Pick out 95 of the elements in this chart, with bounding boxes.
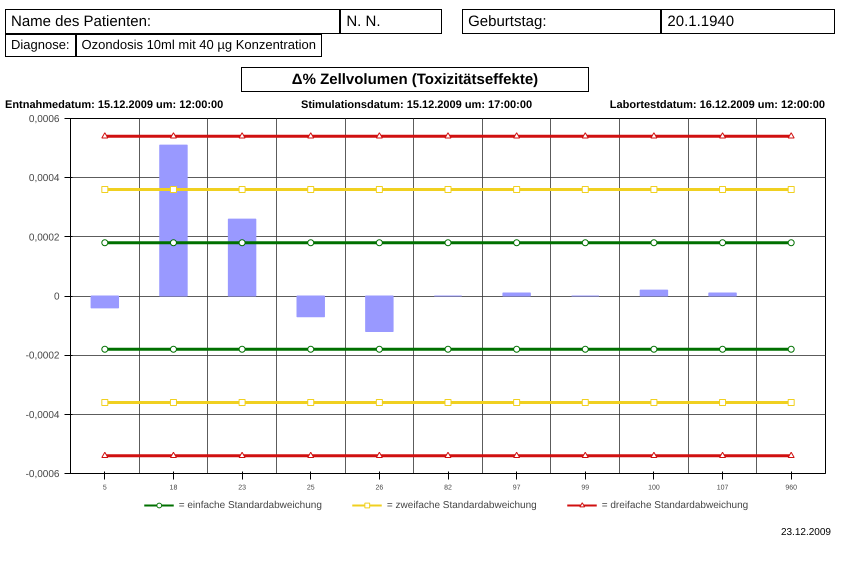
text: Labortestdatum: 16.12.2009 um: 12:00:00	[610, 98, 825, 114]
point	[444, 132, 452, 138]
point	[376, 186, 383, 193]
point	[170, 399, 177, 406]
point	[719, 239, 726, 246]
text: Entnahmedatum: 15.12.2009 um: 12:00:00	[5, 98, 224, 114]
point	[788, 399, 795, 406]
y-tick-label: 0,0002	[28, 232, 60, 244]
text: 23.12.2009	[780, 526, 831, 540]
point	[788, 346, 795, 353]
bar	[640, 290, 668, 296]
bar	[228, 218, 256, 296]
point	[307, 452, 314, 458]
point	[719, 132, 726, 138]
text: Diagnose:	[5, 34, 76, 57]
point	[513, 399, 520, 406]
point	[513, 132, 520, 138]
point	[170, 132, 177, 138]
y-tick-label: -0,0006	[26, 469, 60, 480]
text: Name des Patienten:	[5, 9, 340, 34]
point	[101, 346, 108, 353]
point	[170, 186, 177, 193]
y-tick-label: 0	[54, 292, 60, 302]
bar	[90, 296, 120, 308]
chart-title: Δ% Zellvolumen (Toxizitätseffekte)	[240, 67, 590, 92]
y-tick-label: 0,0006	[28, 114, 60, 125]
point	[307, 239, 314, 246]
point	[444, 346, 452, 353]
point	[101, 239, 108, 246]
bar	[365, 296, 394, 332]
point	[582, 186, 589, 193]
point	[307, 399, 314, 406]
point	[101, 132, 108, 138]
point	[650, 132, 658, 138]
point	[650, 186, 658, 193]
point	[719, 399, 726, 406]
point	[582, 399, 589, 406]
point	[376, 452, 383, 458]
point	[376, 399, 383, 406]
text: Ozondosis 10ml mit 40 µg Konzentration	[76, 34, 322, 57]
point	[513, 239, 520, 246]
point	[582, 239, 589, 246]
point	[719, 452, 726, 458]
text: N. N.	[340, 9, 442, 34]
text: Stimulationsdatum: 15.12.2009 um: 17:00:00	[300, 98, 532, 114]
point	[238, 346, 246, 353]
point	[788, 239, 795, 246]
point	[170, 239, 177, 246]
point	[101, 186, 108, 193]
point	[582, 452, 589, 458]
point	[444, 452, 452, 458]
y-tick-label: 0,0004	[28, 173, 60, 184]
point	[307, 346, 314, 353]
bar	[708, 292, 737, 296]
point	[513, 452, 520, 458]
point	[719, 186, 726, 193]
point	[376, 239, 383, 246]
legend-label: = dreifache Standardabweichung	[602, 499, 748, 511]
point	[101, 399, 108, 406]
point	[582, 132, 589, 138]
point	[238, 132, 246, 138]
point	[444, 239, 452, 246]
point	[444, 399, 452, 406]
point	[788, 186, 795, 193]
point	[307, 132, 314, 138]
bar	[502, 292, 531, 296]
legend-label: = zweifache Standardabweichung	[386, 499, 537, 511]
bar	[159, 144, 188, 296]
y-tick-label: -0,0004	[26, 410, 60, 421]
point	[238, 399, 246, 406]
point	[650, 399, 658, 406]
legend-label: = einfache Standardabweichung	[178, 499, 322, 511]
point	[650, 239, 658, 246]
text: Geburtstag:	[462, 9, 662, 34]
point	[170, 346, 177, 353]
bar	[296, 296, 325, 318]
point	[376, 132, 383, 138]
point	[170, 452, 177, 458]
point	[513, 186, 520, 193]
point	[719, 346, 726, 353]
point	[788, 452, 795, 458]
point	[650, 346, 658, 353]
point	[788, 132, 795, 138]
text: 20.1.1940	[661, 9, 835, 34]
point	[101, 452, 108, 458]
point	[238, 239, 246, 246]
point	[376, 346, 383, 353]
point	[582, 346, 589, 353]
point	[238, 452, 246, 458]
point	[513, 346, 520, 353]
point	[307, 186, 314, 193]
point	[444, 186, 452, 193]
point	[650, 452, 658, 458]
point	[238, 186, 246, 193]
y-tick-label: -0,0002	[26, 350, 60, 362]
